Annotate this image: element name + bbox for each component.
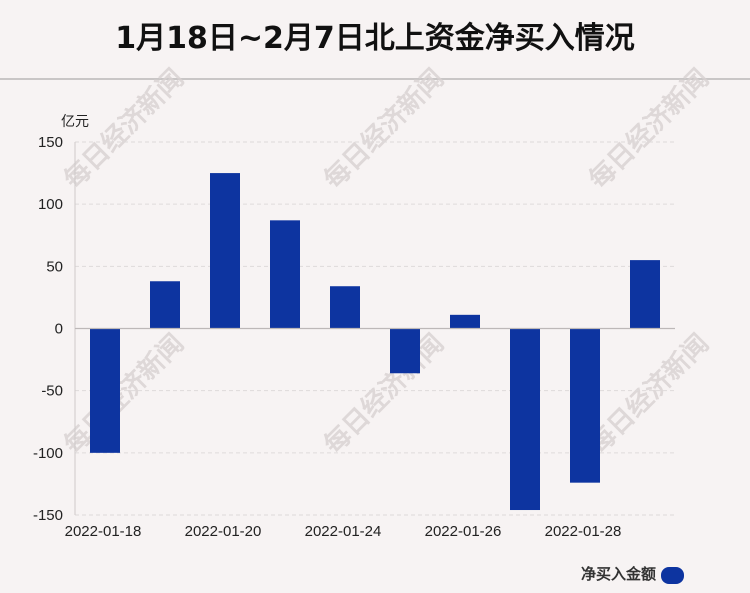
y-tick-label: 0	[55, 321, 63, 338]
x-tick-label: 2022-01-20	[185, 523, 262, 540]
legend-label: 净买入金额	[581, 565, 656, 583]
y-tick-label: 150	[38, 134, 63, 151]
watermark-text: 每日经济新闻	[583, 328, 715, 460]
watermark-text: 每日经济新闻	[318, 63, 450, 195]
bar	[390, 328, 420, 374]
y-tick-label: 50	[46, 258, 63, 275]
bars	[90, 173, 660, 511]
bar	[510, 328, 540, 511]
bar	[90, 328, 120, 453]
watermark-text: 每日经济新闻	[58, 328, 190, 460]
bar	[150, 281, 180, 329]
chart-title: 1月18日~2月7日北上资金净买入情况	[0, 0, 750, 80]
x-tick-label: 2022-01-28	[545, 523, 622, 540]
legend-swatch	[661, 567, 684, 584]
bar	[210, 173, 240, 329]
bar	[270, 220, 300, 329]
watermark-text: 每日经济新闻	[318, 328, 450, 460]
x-tick-label: 2022-01-24	[305, 523, 382, 540]
bar	[330, 286, 360, 329]
axes: 150 100 50 0 -50 -100 -150 亿元 2022-01-18 2022-01-…	[33, 114, 675, 540]
bar	[630, 260, 660, 329]
y-tick-label: -100	[33, 445, 63, 462]
x-tick-label: 2022-01-18	[65, 523, 142, 540]
x-tick-label: 2022-01-26	[425, 523, 502, 540]
bar	[450, 314, 480, 329]
y-tick-label: -50	[41, 383, 63, 400]
bar	[570, 328, 600, 483]
y-tick-label: 100	[38, 196, 63, 213]
watermark-text: 每日经济新闻	[583, 63, 715, 195]
y-tick-label: -150	[33, 507, 63, 524]
legend: 净买入金额	[581, 565, 684, 584]
y-unit-label: 亿元	[61, 114, 89, 130]
